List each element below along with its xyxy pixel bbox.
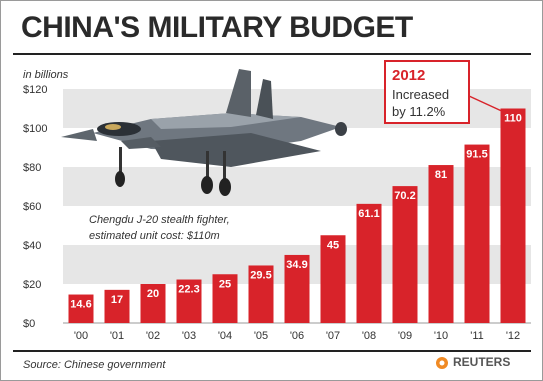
grid-band xyxy=(63,167,531,206)
bar xyxy=(392,186,418,323)
bar-value-label: 34.9 xyxy=(286,259,307,271)
bars: 14.6 17 20 22.3 25 29.5 34.9 45 61.1 70.2 81 91.5 11… xyxy=(68,108,526,323)
x-tick-label: '09 xyxy=(398,330,412,342)
y-tick-label: $0 xyxy=(23,318,35,330)
bar-value-label: 61.1 xyxy=(358,208,379,220)
y-tick-label: $120 xyxy=(23,84,47,96)
x-tick-label: '07 xyxy=(326,330,340,342)
x-tick-label: '01 xyxy=(110,330,124,342)
x-tick-label: '06 xyxy=(290,330,304,342)
bar-value-label: 29.5 xyxy=(250,269,271,281)
bar-value-label: 91.5 xyxy=(466,149,487,161)
bar-value-label: 17 xyxy=(111,294,123,306)
stealth-fighter-illustration xyxy=(61,69,347,196)
x-tick-label: '03 xyxy=(182,330,196,342)
bar-value-label: 70.2 xyxy=(394,190,415,202)
bar xyxy=(176,279,202,323)
x-tick-label: '00 xyxy=(74,330,88,342)
bar-value-label: 25 xyxy=(219,278,231,290)
bar xyxy=(356,203,382,323)
x-tick-label: '02 xyxy=(146,330,160,342)
bar xyxy=(284,254,310,323)
reuters-logo-icon xyxy=(436,357,448,369)
bar-value-label: 81 xyxy=(435,169,447,181)
title-divider xyxy=(13,53,531,55)
callout-line1: Increased xyxy=(392,87,449,102)
bar xyxy=(428,165,454,323)
bar xyxy=(212,274,238,323)
source-note: Source: Chinese government xyxy=(23,359,166,371)
bar-value-label: 110 xyxy=(504,113,522,125)
y-tick-label: $60 xyxy=(23,201,41,213)
callout-pointer xyxy=(468,95,507,114)
callout-line2: by 11.2% xyxy=(392,104,446,119)
brand-label: REUTERS xyxy=(453,355,511,369)
aircraft-caption-line2: estimated unit cost: $110m xyxy=(89,230,220,242)
y-axis-labels: $0 $20 $40 $60 $80 $100 $120 xyxy=(23,84,47,330)
x-tick-label: '11 xyxy=(470,330,484,342)
x-tick-label: '10 xyxy=(434,330,448,342)
callout-2012: 2012 Increased by 11.2% xyxy=(384,60,507,124)
bar xyxy=(320,235,346,323)
chart-title: CHINA'S MILITARY BUDGET xyxy=(21,11,413,44)
y-tick-label: $40 xyxy=(23,240,41,252)
bar xyxy=(248,265,274,323)
footer-divider xyxy=(13,350,531,352)
bar-value-label: 22.3 xyxy=(178,284,199,296)
y-tick-label: $80 xyxy=(23,162,41,174)
y-axis-unit-label: in billions xyxy=(23,69,69,81)
bar xyxy=(104,289,130,323)
bar-value-label: 45 xyxy=(327,239,339,251)
bar-value-label: 14.6 xyxy=(70,299,91,311)
x-tick-label: '12 xyxy=(506,330,520,342)
y-tick-label: $20 xyxy=(23,279,41,291)
callout-year: 2012 xyxy=(392,67,425,84)
callout-box xyxy=(384,60,470,124)
bar xyxy=(500,108,526,323)
bar-chart: $0 $20 $40 $60 $80 $100 $120 in billions xyxy=(23,60,531,342)
aircraft-caption-line1: Chengdu J-20 stealth fighter, xyxy=(89,214,230,226)
x-axis-labels: '00 '01 '02 '03 '04 '05 '06 '07 '08 '09 '10 '11 '12 xyxy=(74,330,520,342)
x-tick-label: '08 xyxy=(362,330,376,342)
x-tick-label: '04 xyxy=(218,330,232,342)
bar-value-label: 20 xyxy=(147,288,159,300)
x-tick-label: '05 xyxy=(254,330,268,342)
bar xyxy=(140,284,166,323)
bar xyxy=(464,144,490,323)
y-tick-label: $100 xyxy=(23,123,47,135)
bar xyxy=(68,294,94,323)
